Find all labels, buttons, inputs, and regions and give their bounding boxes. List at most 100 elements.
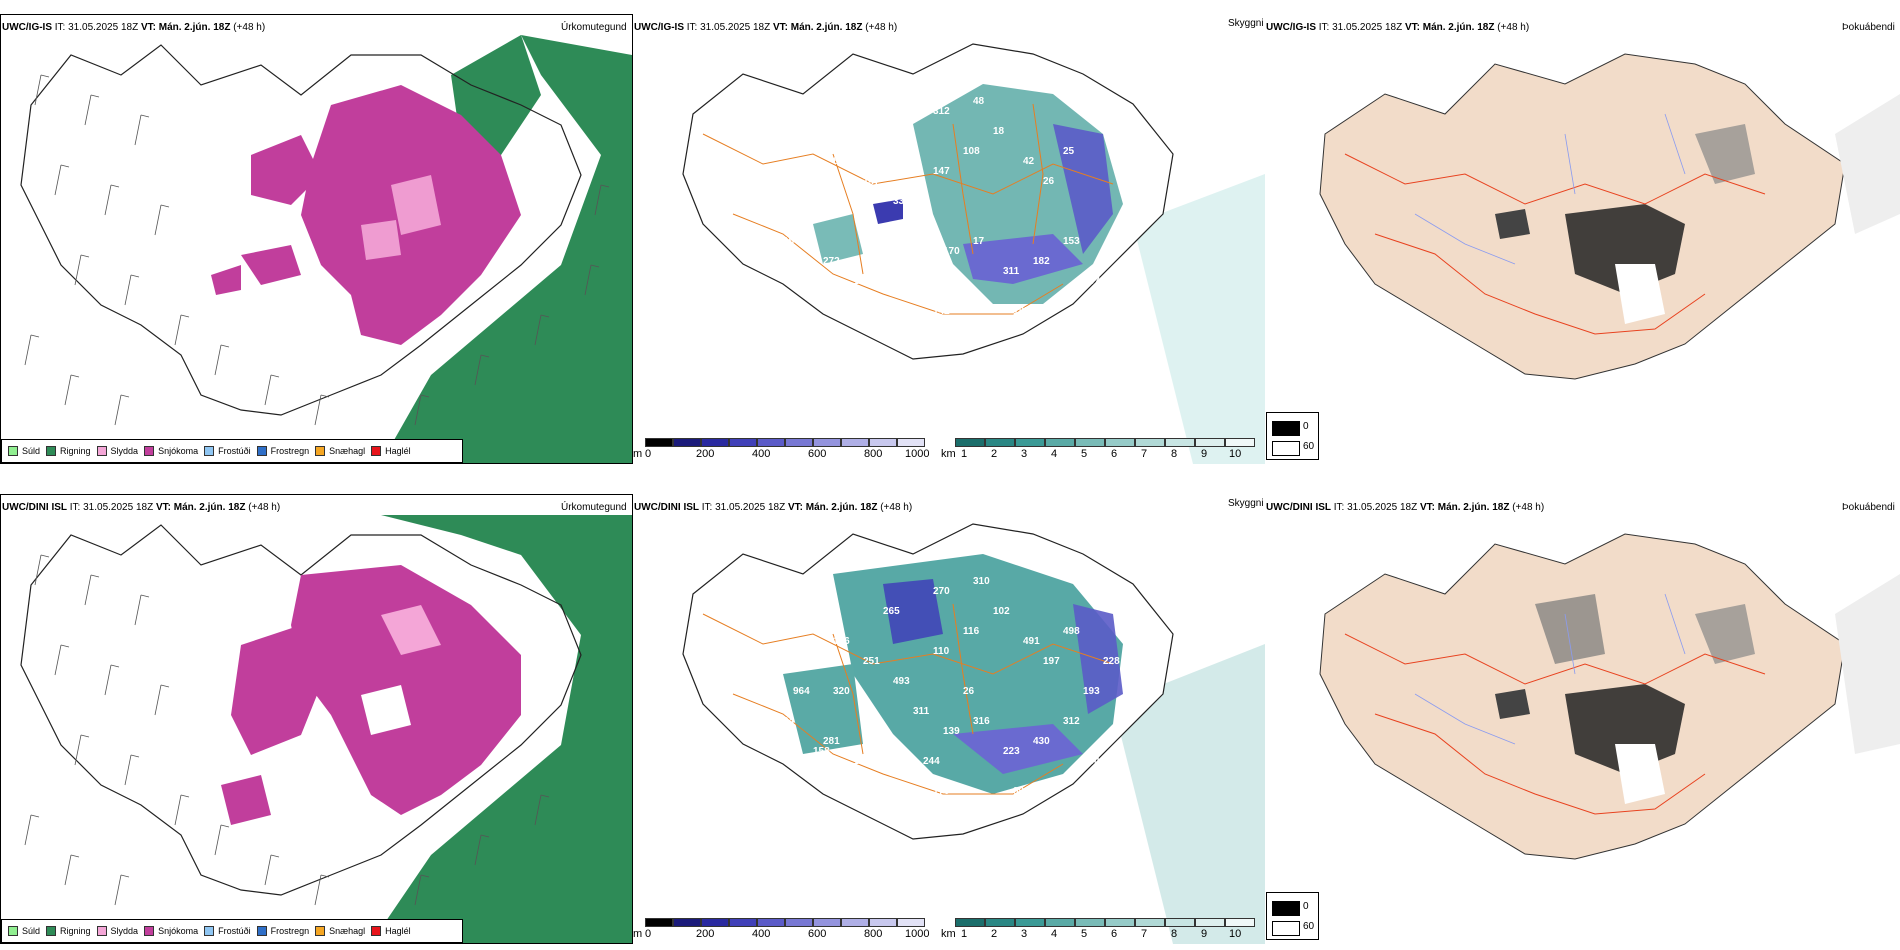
panel-title: Þokuábendi xyxy=(1842,22,1895,33)
colorbar-segment xyxy=(1165,918,1195,927)
fog-legend-label: 0 xyxy=(1303,901,1309,912)
cloud-base-label: 179 xyxy=(933,786,950,797)
colorbar-segment xyxy=(729,438,757,447)
panel-header: UWC/IG-IS IT: 31.05.2025 18Z VT: Mán. 2.… xyxy=(1266,22,1530,33)
legend-label: Súld xyxy=(22,926,41,936)
cloud-base-label: 220 xyxy=(953,816,970,827)
cloud-base-colorbar: m 0 200 400 600 800 1000 xyxy=(633,438,933,464)
legend-label: Snæhagl xyxy=(329,926,366,936)
cloud-base-label: 272 xyxy=(823,256,840,267)
fog-legend: 0 60 xyxy=(1266,892,1319,940)
cloud-base-label: 312 xyxy=(1063,716,1080,727)
colorbar-tick: 5 xyxy=(1081,448,1088,460)
cloud-base-label: 265 xyxy=(883,606,900,617)
cloud-base-label: 18 xyxy=(993,126,1005,137)
cloud-base-label: 270 xyxy=(933,586,950,597)
fog-legend-swatch xyxy=(1272,421,1300,436)
colorbar-segment xyxy=(1075,918,1105,927)
legend-item: Snæhagl xyxy=(315,926,365,936)
legend-item: Snæhagl xyxy=(315,446,365,456)
colorbar-tick: 800 xyxy=(864,448,883,460)
panel-header: UWC/DINI ISL IT: 31.05.2025 18Z VT: Mán.… xyxy=(634,502,913,513)
legend-label: Snjókoma xyxy=(158,446,199,456)
cloud-base-label: 251 xyxy=(1033,816,1050,827)
cloud-base-label: 311 xyxy=(913,706,930,717)
visibility-colorbar: km 1 2 3 4 5 6 7 8 9 10 xyxy=(941,438,1261,464)
legend-swatch xyxy=(256,446,267,456)
cloud-base-label: 48 xyxy=(973,96,985,107)
cloud-base-label: 197 xyxy=(1043,656,1060,667)
panel-header: UWC/IG-IS IT: 31.05.2025 18Z VT: Mán. 2.… xyxy=(2,22,266,33)
colorbar-segment xyxy=(701,918,729,927)
fog-legend-swatch xyxy=(1272,901,1300,916)
cloud-base-label: 251 xyxy=(863,656,880,667)
cloud-base-label: 15 xyxy=(783,236,795,247)
cloud-base-label: 167 xyxy=(1083,276,1100,287)
colorbar-segment xyxy=(1135,438,1165,447)
colorbar-tick: 2 xyxy=(991,448,998,460)
colorbar-segment xyxy=(645,438,673,447)
legend-item: Rigning xyxy=(46,446,91,456)
cloud-base-label: 493 xyxy=(893,676,910,687)
cloud-base-label: 27 xyxy=(1113,726,1125,737)
cloud-base-label: 218 xyxy=(873,796,890,807)
legend-label: Rigning xyxy=(60,926,91,936)
colorbar-unit: m xyxy=(633,928,643,940)
cloud-base-label: 77 xyxy=(893,286,905,297)
cloud-base-label: 26 xyxy=(1043,176,1055,187)
legend-swatch xyxy=(315,926,326,936)
legend-swatch xyxy=(371,446,382,456)
cloud-base-label: 223 xyxy=(1003,746,1020,757)
legend-label: Slydda xyxy=(110,446,139,456)
cloud-base-label: 124 xyxy=(893,766,910,777)
cloud-base-label: 139 xyxy=(943,726,960,737)
colorbar-tick: 8 xyxy=(1171,928,1178,940)
cloud-base-label: 337 xyxy=(1053,776,1070,787)
colorbar-tick: 9 xyxy=(1201,448,1208,460)
cloud-base-label: 143 xyxy=(903,806,920,817)
colorbar-tick: 200 xyxy=(696,448,715,460)
colorbar-segment xyxy=(785,438,813,447)
cloud-base-label: 17 xyxy=(973,236,985,247)
colorbar-segment xyxy=(1135,918,1165,927)
legend-label: Rigning xyxy=(60,446,91,456)
colorbar-segment xyxy=(1075,438,1105,447)
iceland-outline xyxy=(20,44,582,416)
legend-swatch xyxy=(144,446,155,456)
colorbar-segment xyxy=(1195,438,1225,447)
colorbar-segment xyxy=(985,918,1015,927)
precip-type-map-bottom: Súld Rigning Slydda Snjókoma Frostúði Fr… xyxy=(0,494,633,944)
colorbar-segment xyxy=(985,438,1015,447)
colorbar-tick: 600 xyxy=(808,448,827,460)
legend-label: Haglél xyxy=(385,926,411,936)
cloud-base-label: 102 xyxy=(973,316,990,327)
legend-label: Frostregn xyxy=(270,446,310,456)
cloud-base-label: 311 xyxy=(1003,266,1020,277)
legend-swatch xyxy=(256,926,267,936)
cloud-base-label: 42 xyxy=(1023,156,1035,167)
panel-header: UWC/IG-IS IT: 31.05.2025 18Z VT: Mán. 2.… xyxy=(634,22,898,33)
colorbar-segment xyxy=(785,918,813,927)
cloud-base-label: 430 xyxy=(1033,736,1050,747)
cloud-base-label: 26 xyxy=(963,686,975,697)
legend-swatch xyxy=(8,446,18,456)
colorbar-segment xyxy=(869,918,897,927)
cloud-base-label: 108 xyxy=(963,146,980,157)
precip-type-legend: Súld Rigning Slydda Snjókoma Frostúði Fr… xyxy=(1,919,463,943)
panel-header: UWC/DINI ISL IT: 31.05.2025 18Z VT: Mán.… xyxy=(1266,502,1545,513)
cloud-base-label: 33 xyxy=(893,196,905,207)
panel-title: Úrkomutegund xyxy=(561,502,627,513)
colorbar-segment xyxy=(701,438,729,447)
colorbar-tick: 5 xyxy=(1081,928,1088,940)
colorbar-unit: km xyxy=(941,448,956,460)
cloud-base-label: 310 xyxy=(973,576,990,587)
legend-item: Rigning xyxy=(46,926,91,936)
cloud-base-label: 147 xyxy=(863,176,880,187)
cloud-base-label: 147 xyxy=(933,166,950,177)
legend-swatch xyxy=(8,926,18,936)
legend-swatch xyxy=(315,446,326,456)
cloud-base-label: 203 xyxy=(843,776,860,787)
cloud-base-label: 170 xyxy=(943,246,960,257)
cloud-base-label: 17 xyxy=(903,326,915,337)
colorbar-unit: km xyxy=(941,928,956,940)
